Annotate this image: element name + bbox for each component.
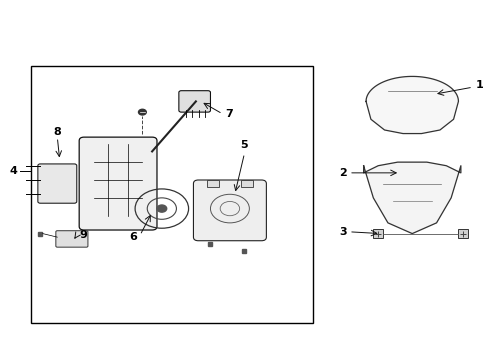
Text: 3: 3 [338, 227, 346, 237]
Text: 1: 1 [474, 80, 482, 90]
Text: 7: 7 [224, 109, 232, 119]
Polygon shape [366, 76, 458, 134]
Bar [241, 180, 252, 187]
Bar [206, 180, 218, 187]
FancyBboxPatch shape [56, 231, 88, 247]
FancyBboxPatch shape [79, 137, 157, 230]
Text: 5: 5 [240, 140, 248, 150]
Bar [30, 66, 312, 323]
FancyBboxPatch shape [179, 91, 210, 112]
Text: 8: 8 [53, 127, 61, 137]
Circle shape [138, 109, 146, 115]
Text: 4: 4 [10, 166, 18, 176]
Circle shape [157, 205, 166, 212]
Text: 9: 9 [79, 230, 87, 240]
Bar [458, 229, 467, 238]
FancyBboxPatch shape [38, 164, 77, 203]
Text: 2: 2 [338, 168, 346, 178]
Text: 6: 6 [129, 232, 137, 242]
FancyBboxPatch shape [193, 180, 266, 241]
Polygon shape [363, 162, 460, 234]
Bar [372, 229, 382, 238]
